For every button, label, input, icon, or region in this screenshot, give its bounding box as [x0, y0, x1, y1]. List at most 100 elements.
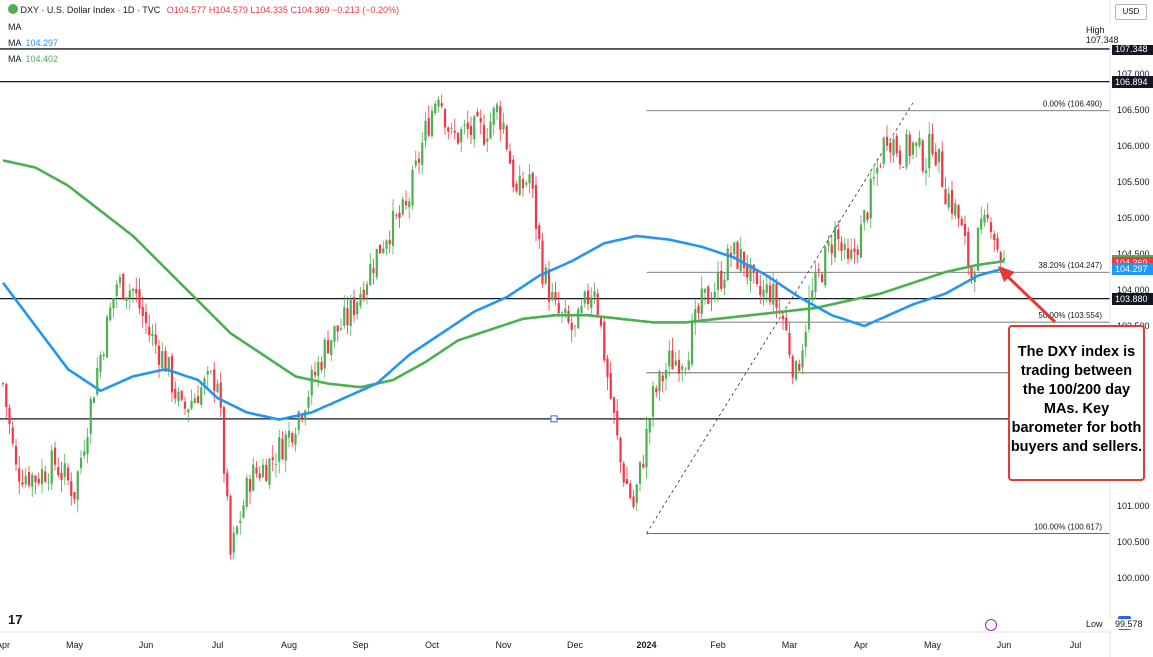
candle[interactable]	[681, 363, 684, 382]
tradingview-logo[interactable]: 17	[8, 612, 23, 627]
candle[interactable]	[723, 272, 726, 296]
candle[interactable]	[89, 395, 92, 445]
candle[interactable]	[313, 361, 317, 379]
candle[interactable]	[762, 279, 765, 306]
candle[interactable]	[235, 525, 239, 536]
candle[interactable]	[24, 467, 27, 488]
candle[interactable]	[469, 116, 473, 145]
candle[interactable]	[973, 267, 976, 293]
candle[interactable]	[495, 101, 499, 121]
candle[interactable]	[736, 240, 739, 270]
candle[interactable]	[473, 114, 476, 148]
candle[interactable]	[287, 422, 291, 447]
candle[interactable]	[785, 309, 788, 331]
candle[interactable]	[34, 474, 37, 495]
candle[interactable]	[320, 356, 323, 373]
candle[interactable]	[105, 314, 109, 358]
candle[interactable]	[710, 291, 713, 312]
candle[interactable]	[508, 143, 512, 164]
candle[interactable]	[700, 276, 703, 322]
candle[interactable]	[154, 323, 157, 355]
candle[interactable]	[716, 260, 720, 303]
candle[interactable]	[801, 343, 804, 375]
candle[interactable]	[645, 416, 648, 479]
candle[interactable]	[219, 372, 222, 417]
candle[interactable]	[339, 318, 343, 331]
candle[interactable]	[307, 390, 310, 415]
candle[interactable]	[53, 441, 57, 471]
candle[interactable]	[239, 510, 242, 535]
candle[interactable]	[408, 197, 411, 220]
candle[interactable]	[333, 325, 336, 349]
candle[interactable]	[274, 453, 278, 478]
candle[interactable]	[833, 220, 837, 263]
candle[interactable]	[934, 143, 937, 167]
candle[interactable]	[908, 130, 911, 165]
candle[interactable]	[336, 325, 339, 342]
candle[interactable]	[411, 165, 414, 210]
candle[interactable]	[330, 340, 333, 361]
candle[interactable]	[954, 198, 957, 220]
candle[interactable]	[898, 144, 902, 170]
candle[interactable]	[866, 211, 869, 224]
candle[interactable]	[882, 136, 885, 169]
candle[interactable]	[512, 155, 515, 193]
candle[interactable]	[424, 111, 427, 149]
candle[interactable]	[372, 258, 375, 285]
candle[interactable]	[343, 295, 346, 329]
candle[interactable]	[131, 287, 135, 303]
candle[interactable]	[911, 141, 915, 160]
candle[interactable]	[138, 277, 141, 315]
candle[interactable]	[177, 387, 180, 407]
candle[interactable]	[947, 187, 950, 211]
candle[interactable]	[57, 457, 60, 477]
candle[interactable]	[619, 436, 622, 474]
candle[interactable]	[443, 107, 447, 136]
candle[interactable]	[164, 346, 167, 372]
candle[interactable]	[1, 381, 5, 388]
candle[interactable]	[989, 217, 993, 239]
candle[interactable]	[196, 385, 200, 404]
candle[interactable]	[141, 296, 144, 328]
candle[interactable]	[814, 262, 817, 300]
candle[interactable]	[115, 279, 118, 308]
candle[interactable]	[167, 356, 170, 377]
candle[interactable]	[687, 351, 690, 371]
candle[interactable]	[694, 299, 697, 336]
candle[interactable]	[226, 468, 229, 501]
candle[interactable]	[554, 281, 557, 306]
candle[interactable]	[622, 460, 625, 487]
candle[interactable]	[450, 122, 453, 135]
candle[interactable]	[5, 382, 8, 419]
candle[interactable]	[863, 209, 866, 231]
candle[interactable]	[489, 112, 492, 140]
candle[interactable]	[229, 494, 232, 560]
candle[interactable]	[453, 119, 456, 140]
candle[interactable]	[346, 296, 349, 335]
candle[interactable]	[781, 313, 785, 331]
candle[interactable]	[551, 283, 554, 302]
candle[interactable]	[580, 299, 583, 317]
compare-icon[interactable]	[985, 619, 997, 631]
candle[interactable]	[391, 199, 395, 255]
candle[interactable]	[190, 389, 193, 411]
candle[interactable]	[993, 230, 996, 252]
candle[interactable]	[525, 180, 528, 187]
candle[interactable]	[544, 263, 547, 286]
candle[interactable]	[14, 438, 18, 471]
candle[interactable]	[590, 287, 593, 315]
candle[interactable]	[661, 372, 664, 393]
candle[interactable]	[382, 240, 385, 255]
candle[interactable]	[375, 248, 378, 280]
candle[interactable]	[697, 302, 700, 321]
candle[interactable]	[291, 431, 294, 447]
candle[interactable]	[811, 277, 814, 307]
candle[interactable]	[261, 458, 265, 479]
candle[interactable]	[521, 171, 525, 197]
candle[interactable]	[434, 100, 437, 116]
candle[interactable]	[885, 125, 889, 152]
candle[interactable]	[294, 427, 297, 452]
candle[interactable]	[788, 321, 791, 359]
candle[interactable]	[937, 148, 941, 173]
